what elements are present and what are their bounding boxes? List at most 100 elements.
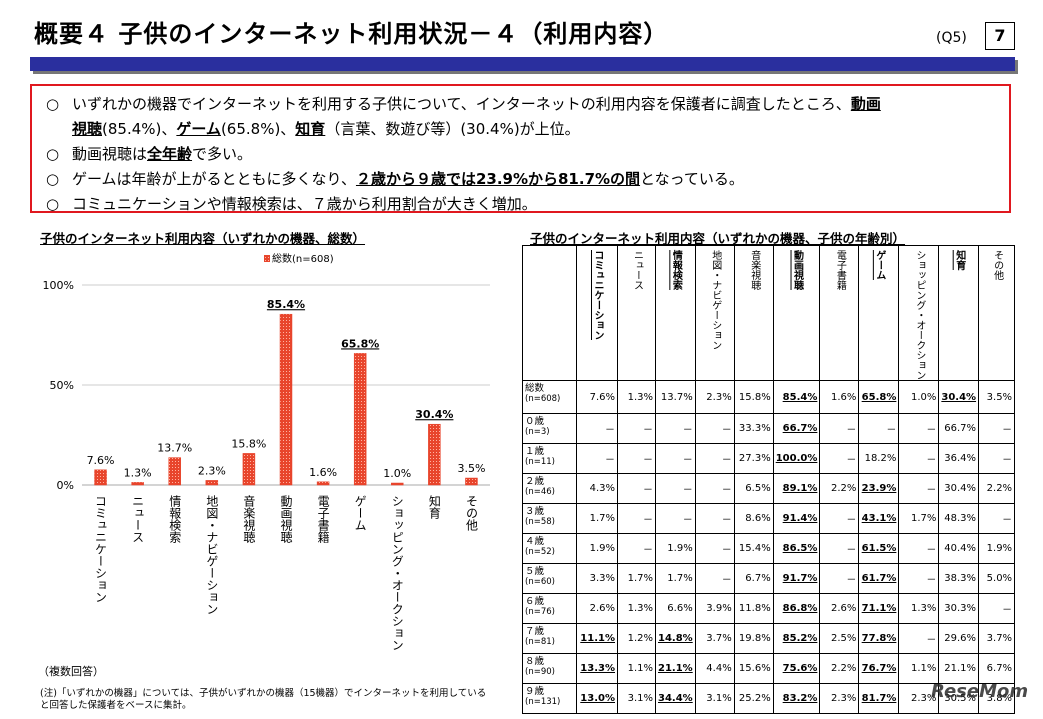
category-label: 動画視聴 <box>279 495 293 543</box>
table-cell: 61.5% <box>858 533 900 564</box>
data-label: 7.6% <box>87 454 115 467</box>
row-label: ９歳 (n=131) <box>522 683 577 714</box>
bar <box>428 423 441 486</box>
multi-answer-note: （複数回答） <box>38 665 104 678</box>
table-cell: 18.2% <box>858 443 900 474</box>
y-tick-label: 50% <box>50 379 74 392</box>
summary-line-5: ○ コミュニケーションや情報検索は、７歳から利用割合が大きく増加。 <box>46 192 995 217</box>
table-cell: 3.7% <box>694 623 735 654</box>
right-table-title: 子供のインターネット利用内容（いずれかの機器、子供の年齢別） <box>530 231 906 246</box>
category-label: ニュース <box>131 495 145 543</box>
table-row: ４歳 (n=52) 1.9% － 1.9% － 15.4% 86.5% － 61.5% － 40.4%… <box>522 533 1016 564</box>
page-title: 概要４ 子供のインターネット利用状況－４（利用内容） <box>34 20 669 48</box>
table-cell: － <box>978 443 1016 474</box>
data-label: 1.6% <box>309 466 337 479</box>
column-header: ショッピング・オークション <box>898 245 940 381</box>
table-cell: 1.9% <box>576 533 618 564</box>
bar <box>279 313 293 486</box>
table-cell: 65.8% <box>858 380 900 414</box>
table-cell: － <box>898 413 940 444</box>
data-label: 65.8% <box>341 337 379 350</box>
table-cell: 3.9% <box>694 593 735 624</box>
summary-text: （言葉、数遊び等）(30.4%)が上位。 <box>325 120 580 138</box>
table-cell: 83.2% <box>772 683 821 714</box>
table-cell: 66.7% <box>938 413 980 444</box>
table-cell: 7.6% <box>576 380 618 414</box>
table-row: １歳 (n=11) －－－－ 27.3% 100.0% － 18.2% － 36.4% － <box>522 443 1016 474</box>
table-cell: － <box>694 413 735 444</box>
table-cell: 30.4% <box>938 380 980 414</box>
data-label: 15.8% <box>231 437 266 450</box>
table-cell: 1.7% <box>617 563 656 594</box>
row-label: ３歳 (n=58) <box>522 503 577 534</box>
bar <box>465 477 478 486</box>
table-cell: 2.3% <box>898 683 940 714</box>
footnote-line-2: と回答した保護者をベースに集計。 <box>40 700 192 711</box>
category-label: 情報検索 <box>168 495 182 543</box>
table-cell: 25.2% <box>733 683 774 714</box>
category-label: 知育 <box>427 495 441 520</box>
legend-swatch <box>264 255 270 262</box>
bar <box>316 481 330 486</box>
category-label: ショッピング・オークション <box>390 495 404 651</box>
table-cell: 75.6% <box>772 653 821 684</box>
table-cell: 14.8% <box>655 623 696 654</box>
bar-chart: 100% 50% 0% 総数(n=608) 7.6% コミュニケーション 1.3% ニュース 1… <box>43 252 490 651</box>
table-cell: 71.1% <box>858 593 900 624</box>
table-cell: 66.7% <box>772 413 821 444</box>
question-number: (Q5) <box>936 30 967 46</box>
table-cell: 4.4% <box>694 653 735 684</box>
table-cell: 3.3% <box>576 563 618 594</box>
table-cell: 19.8% <box>733 623 774 654</box>
table-cell: 2.2% <box>978 473 1016 504</box>
summary-emphasis: 全年齢 <box>147 145 193 163</box>
data-label: 2.3% <box>198 464 226 477</box>
table-cell: 11.8% <box>733 593 774 624</box>
column-header: 情報検索 <box>655 245 696 381</box>
table-cell: 33.3% <box>733 413 774 444</box>
table-row: 総数 (n=608) 7.6% 1.3% 13.7% 2.3% 15.8% 85.4% 1.6%… <box>522 380 1016 414</box>
table-cell: 27.3% <box>733 443 774 474</box>
table-cell: － <box>617 443 656 474</box>
table-cell: 48.3% <box>938 503 980 534</box>
bullet-icon: ○ <box>46 170 60 188</box>
table-cell: 21.1% <box>655 653 696 684</box>
table-cell: 1.9% <box>978 533 1016 564</box>
table-cell: 6.7% <box>978 653 1016 684</box>
table-cell: － <box>898 443 940 474</box>
table-cell: 1.3% <box>617 380 656 414</box>
table-row: ８歳 (n=90) 13.3% 1.1% 21.1% 4.4% 15.6% 75.6% 2.2%… <box>522 653 1016 684</box>
table-cell: 85.4% <box>772 380 821 414</box>
age-table: コミュニケーション ニュース 情報検索 地図・ナビゲーション 音楽視聴 動画視聴 電子書籍ゲ… <box>522 245 1016 714</box>
row-label: ８歳 (n=90) <box>522 653 577 684</box>
table-cell: － <box>898 473 940 504</box>
table-row: ５歳 (n=60) 3.3% 1.7% 1.7% － 6.7% 91.7% － 61.7% － 38.… <box>522 563 1016 594</box>
table-cell: － <box>576 443 618 474</box>
table-cell: 13.3% <box>576 653 618 684</box>
table-cell: － <box>898 623 940 654</box>
resemom-logo: ReseMom <box>931 681 1029 702</box>
data-label: 85.4% <box>267 298 305 311</box>
table-cell: 11.1% <box>576 623 618 654</box>
summary-line-1: ○ いずれかの機器でインターネットを利用する子供について、インターネットの利用内容… <box>46 92 995 117</box>
row-label: ２歳 (n=46) <box>522 473 577 504</box>
table-cell: 1.1% <box>617 653 656 684</box>
category-label: ゲーム <box>353 495 367 531</box>
table-row: ６歳 (n=76) 2.6% 1.3% 6.6% 3.9% 11.8% 86.8% 2.6% 71… <box>522 593 1016 624</box>
column-header: 電子書籍 <box>819 245 860 381</box>
column-header: 知育 <box>938 245 980 381</box>
table-cell: － <box>819 443 860 474</box>
category-label: 地図・ナビゲーション <box>205 495 219 615</box>
y-tick-label: 100% <box>43 279 74 292</box>
table-cell: 2.6% <box>576 593 618 624</box>
summary-text: となっている。 <box>640 170 744 188</box>
table-cell: － <box>655 503 696 534</box>
table-cell: 5.0% <box>978 563 1016 594</box>
summary-emphasis: ゲーム <box>176 120 221 138</box>
table-cell: 1.3% <box>898 593 940 624</box>
table-cell: 38.3% <box>938 563 980 594</box>
table-cell: 15.8% <box>733 380 774 414</box>
table-cell: 3.5% <box>978 380 1016 414</box>
data-label: 1.3% <box>124 466 152 479</box>
summary-text: (85.4%)、 <box>102 120 177 138</box>
